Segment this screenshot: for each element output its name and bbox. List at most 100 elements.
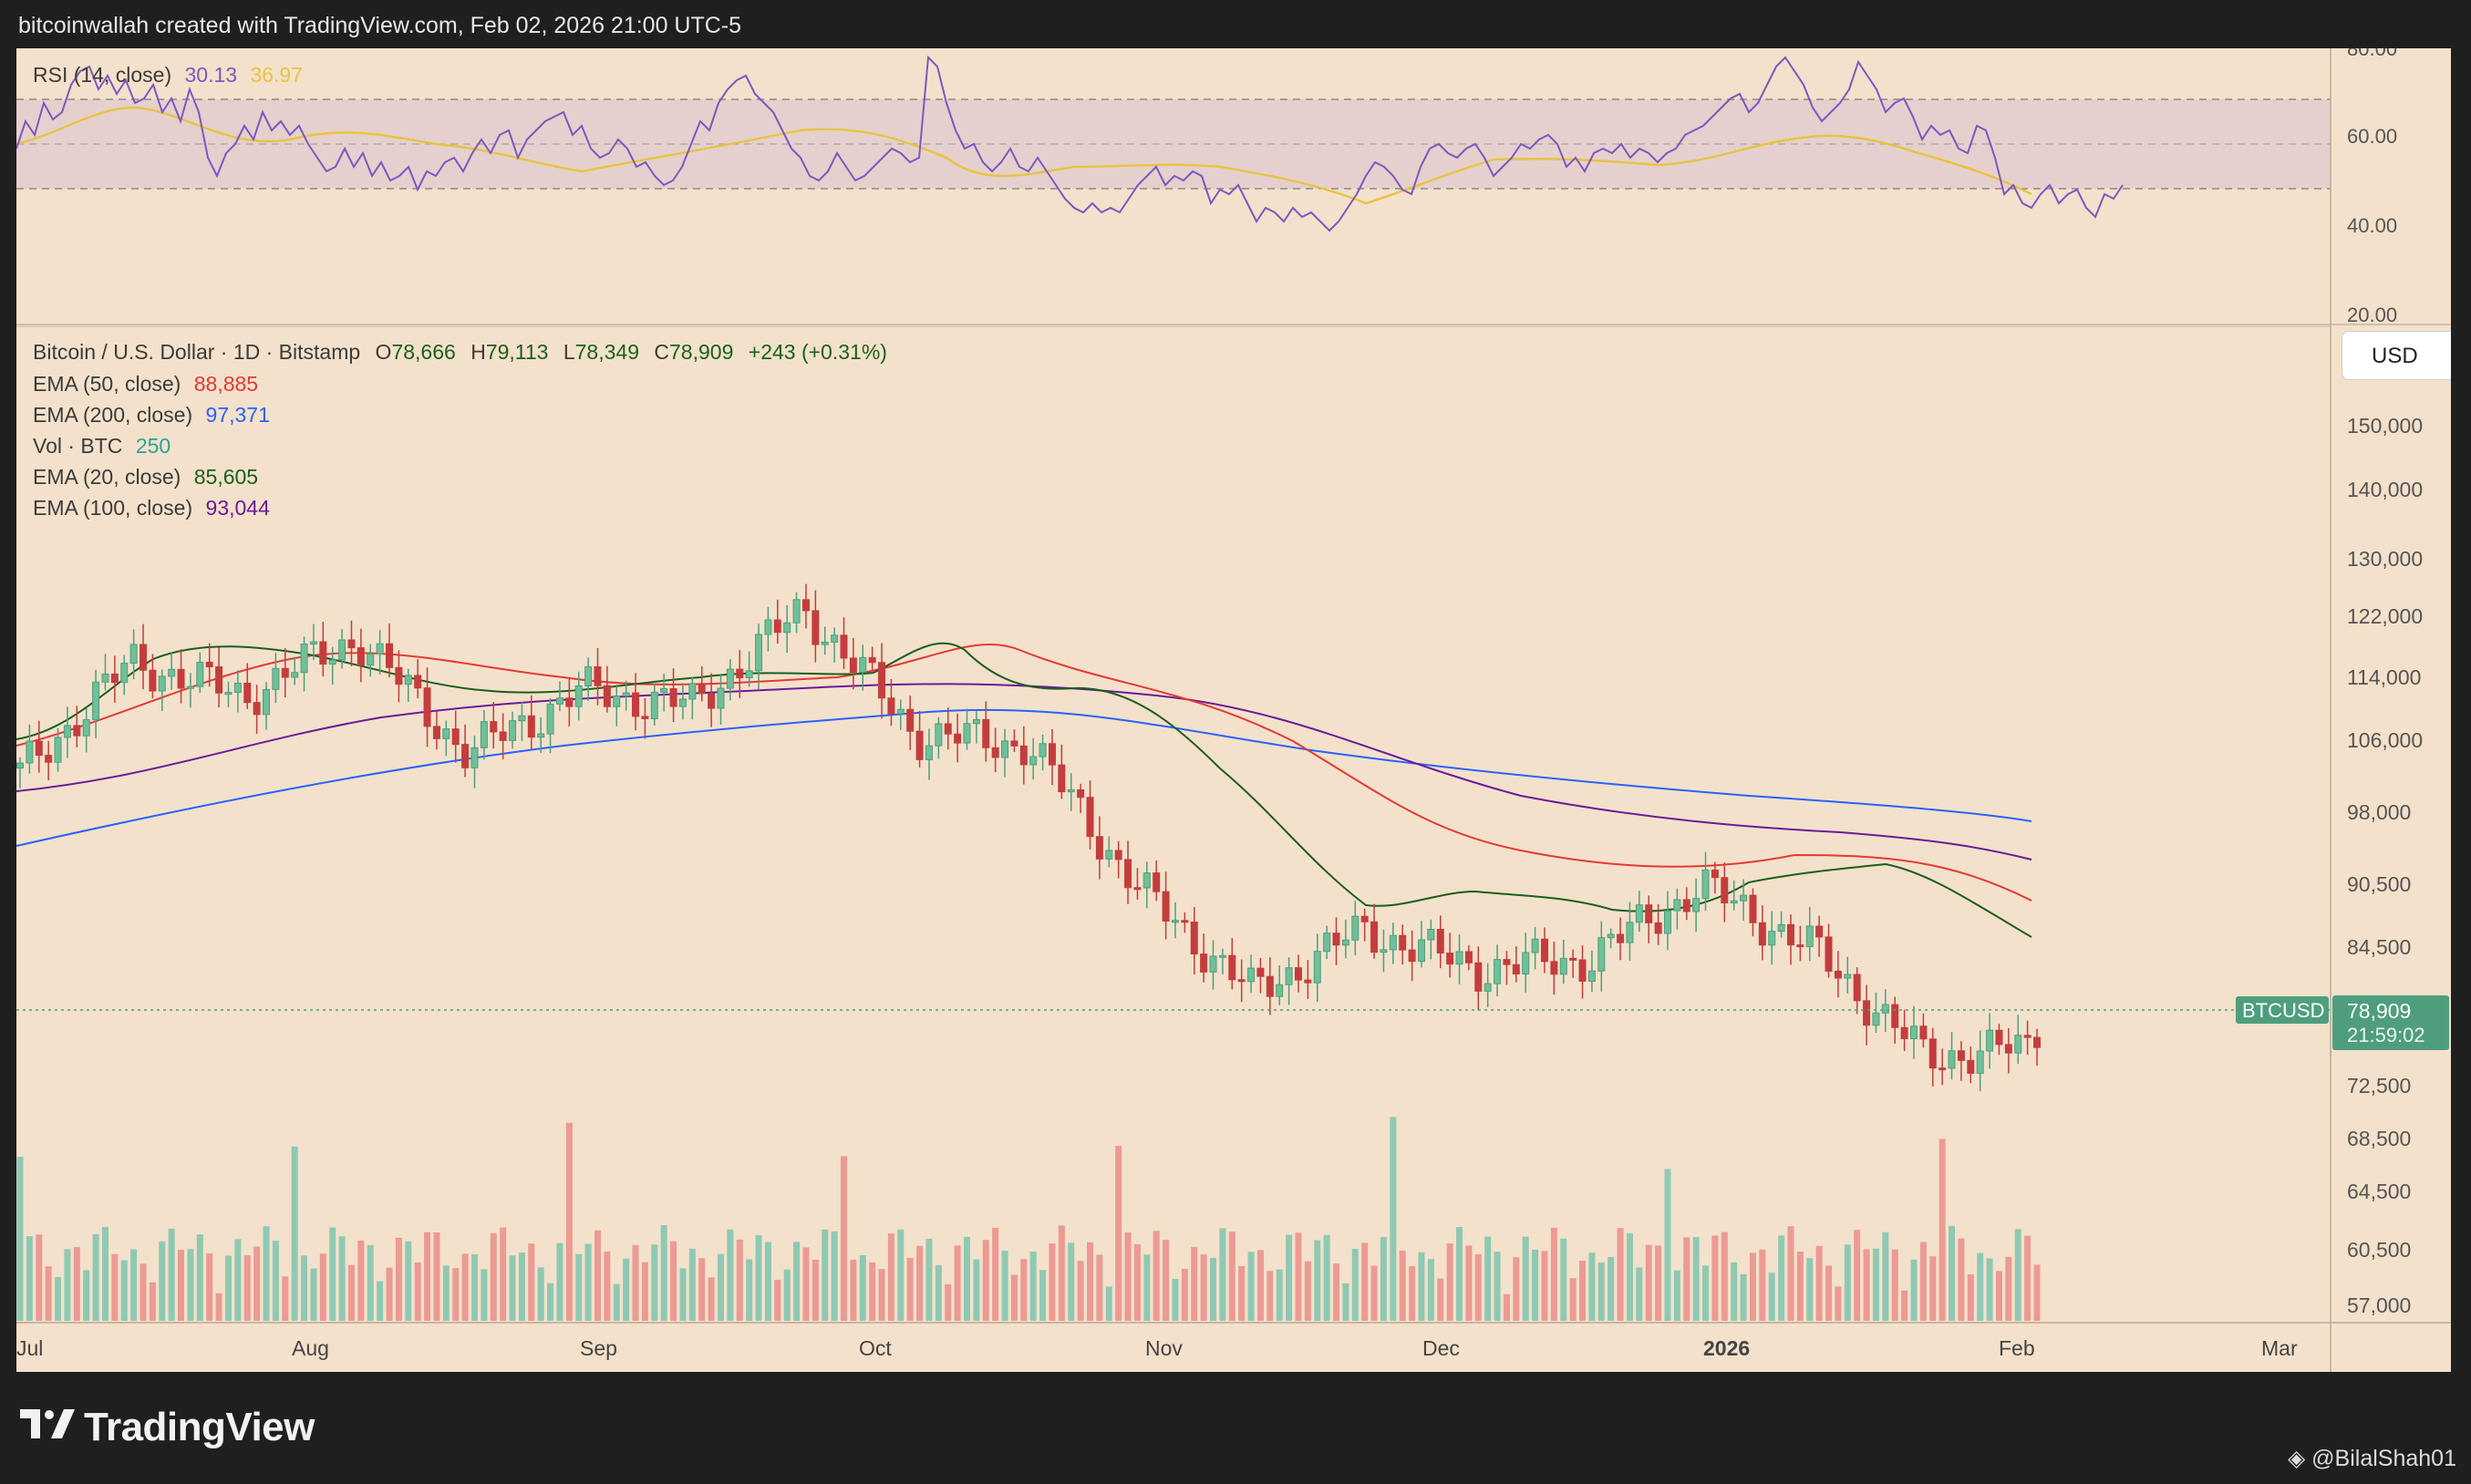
candle-body <box>1114 850 1122 861</box>
indicator-value: 93,044 <box>205 496 270 520</box>
candle-body <box>1494 959 1502 984</box>
candle-body <box>1587 970 1596 982</box>
symbol-legend[interactable]: Bitcoin / U.S. Dollar · 1D · Bitstamp O7… <box>33 340 887 365</box>
volume-bar <box>461 1253 469 1321</box>
volume-bar <box>1550 1227 1557 1321</box>
candle-body <box>1133 887 1142 891</box>
volume-bar <box>386 1267 393 1321</box>
indicator-legend-ema200[interactable]: EMA (200, close) 97,371 <box>33 403 270 428</box>
candle-body <box>490 721 498 733</box>
candle-body <box>831 634 839 643</box>
candle-body <box>1181 920 1189 923</box>
volume-bar <box>1636 1267 1643 1321</box>
volume-bar <box>1532 1250 1539 1321</box>
ohlc-high-label: H <box>470 340 486 364</box>
indicator-legend-ema50[interactable]: EMA (50, close) 88,885 <box>33 372 258 397</box>
rsi-legend[interactable]: RSI (14, close) 30.13 36.97 <box>33 63 303 88</box>
candle-body <box>224 692 233 696</box>
candle-body <box>1029 756 1038 766</box>
candle-body <box>1323 933 1331 953</box>
chart-area[interactable]: 80.00 60.00 40.00 20.00 150,000 140,000 … <box>16 48 2451 1372</box>
candle-body <box>613 695 621 707</box>
ohlc-low-value: 78,349 <box>574 340 639 364</box>
indicator-value: 250 <box>135 434 171 458</box>
tradingview-logo[interactable]: TradingView <box>20 1405 315 1450</box>
volume-bar <box>887 1233 894 1321</box>
volume-bar <box>1068 1242 1075 1321</box>
indicator-value: 85,605 <box>193 465 259 489</box>
volume-bar <box>537 1267 544 1321</box>
candle-body <box>1360 915 1369 922</box>
candle-body <box>1607 933 1615 939</box>
candle-body <box>518 715 526 722</box>
candle-body <box>1786 923 1794 946</box>
volume-bar <box>1276 1269 1283 1321</box>
ohlc-low-label: L <box>563 340 575 364</box>
volume-bar <box>1579 1261 1587 1321</box>
candle-body <box>1237 979 1246 983</box>
candle-body <box>1673 899 1681 912</box>
currency-button[interactable]: USD <box>2342 331 2451 380</box>
candle-body <box>1863 1000 1871 1026</box>
candle-body <box>480 721 488 748</box>
candle-body <box>386 643 394 668</box>
volume-bar <box>1588 1252 1596 1321</box>
ohlc-close-label: C <box>654 340 670 364</box>
volume-bar <box>1191 1246 1198 1321</box>
candle-body <box>1380 949 1388 953</box>
candle-body <box>1446 953 1454 965</box>
candle-body <box>1569 957 1577 961</box>
volume-bar <box>1105 1286 1112 1321</box>
candle-body <box>925 745 933 760</box>
chart-canvas[interactable]: 80.00 60.00 40.00 20.00 150,000 140,000 … <box>16 48 2451 1372</box>
candle-body <box>300 644 308 674</box>
candle-body <box>1058 764 1066 793</box>
volume-bar <box>1872 1248 1879 1321</box>
candle-body <box>205 661 213 668</box>
rsi-legend-label: RSI (14, close) <box>33 63 172 87</box>
candle-body <box>1559 957 1567 975</box>
candle-body <box>688 683 697 700</box>
candle-body <box>2033 1036 2041 1048</box>
candle-body <box>1967 1059 1975 1074</box>
candle-body <box>2023 1035 2032 1038</box>
candle-body <box>1815 925 1824 938</box>
volume-bar <box>660 1225 667 1321</box>
time-axis-label: Feb <box>1999 1336 2035 1360</box>
candle-body <box>896 708 905 715</box>
volume-bar <box>424 1232 431 1321</box>
candle-body <box>1522 952 1530 974</box>
candle-body <box>1805 925 1814 947</box>
candle-body <box>840 634 848 659</box>
indicator-legend-volume[interactable]: Vol · BTC 250 <box>33 434 171 459</box>
candle-body <box>527 715 535 738</box>
candle-body <box>868 656 876 664</box>
volume-bar <box>405 1241 412 1321</box>
volume-bar <box>1143 1254 1151 1321</box>
indicator-legend-ema100[interactable]: EMA (100, close) 93,044 <box>33 496 270 520</box>
price-tag-value: 78,909 <box>2347 999 2411 1023</box>
indicator-label: EMA (20, close) <box>33 465 181 489</box>
volume-bar <box>1304 1261 1311 1321</box>
candle-body <box>1190 921 1198 955</box>
price-axis-label: 98,000 <box>2347 800 2411 824</box>
candle-body <box>328 659 336 665</box>
candle-body <box>253 702 261 716</box>
volume-bar <box>1133 1243 1141 1321</box>
volume-bar <box>1172 1278 1179 1321</box>
volume-bar <box>1370 1265 1378 1321</box>
price-axis-label: 114,000 <box>2347 665 2421 689</box>
time-axis-label: Aug <box>292 1336 329 1360</box>
candle-body <box>944 723 952 735</box>
volume-bar <box>1919 1242 1927 1321</box>
volume-bar <box>1949 1225 1956 1321</box>
time-axis-label: Oct <box>859 1336 892 1360</box>
volume-bar <box>1541 1251 1548 1321</box>
indicator-legend-ema20[interactable]: EMA (20, close) 85,605 <box>33 465 258 490</box>
volume-bar <box>1522 1236 1529 1321</box>
candle-body <box>1399 934 1407 951</box>
candle-body <box>1578 959 1587 982</box>
volume-bar <box>764 1242 771 1321</box>
candle-body <box>1919 1025 1928 1040</box>
candle-body <box>1341 939 1349 946</box>
